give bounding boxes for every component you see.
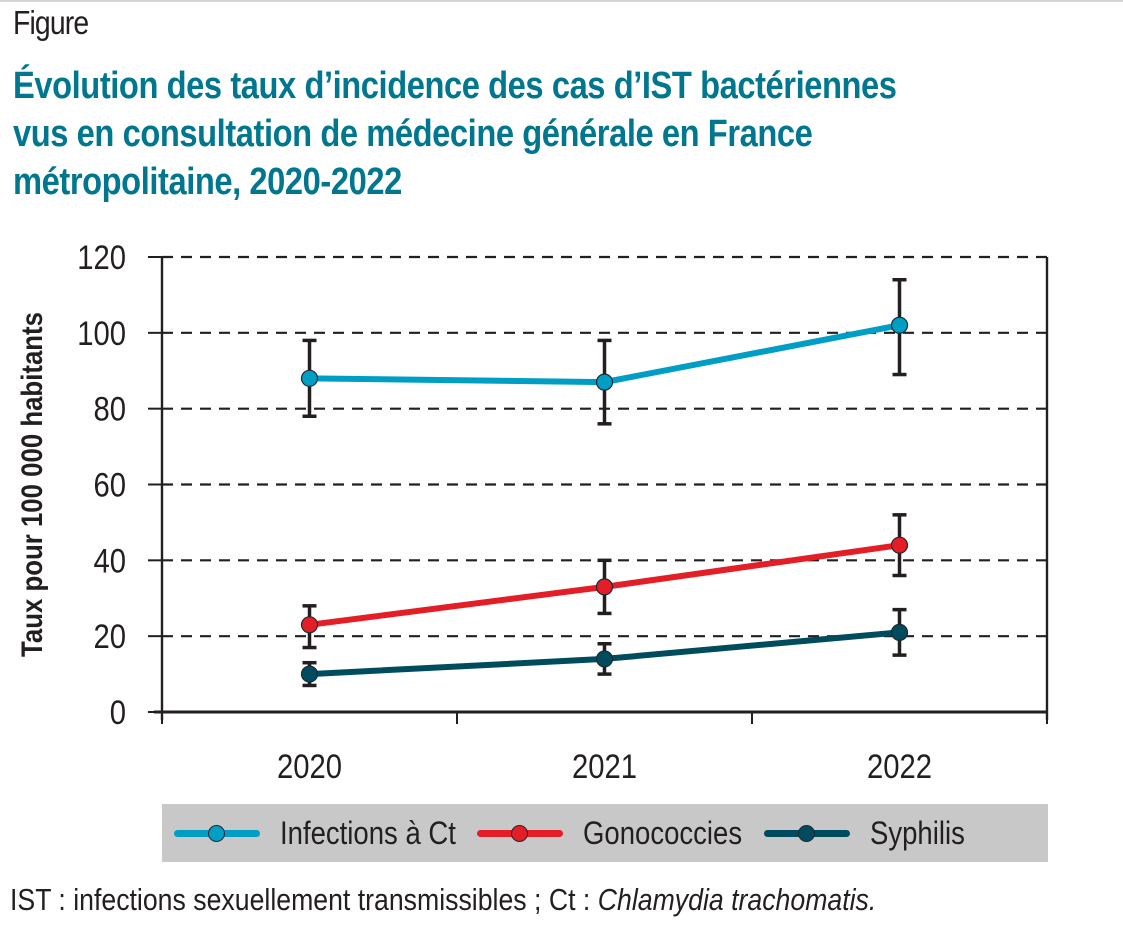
legend-swatch-gonococcies	[476, 820, 563, 846]
data-point	[890, 316, 909, 334]
y-tick-label: 0	[110, 693, 126, 732]
chart-title: Évolution des taux d’incidence des cas d…	[13, 62, 1002, 206]
data-point	[890, 536, 909, 554]
legend-swatch-syphilis	[763, 820, 850, 846]
data-point	[890, 623, 909, 641]
data-point	[300, 369, 319, 387]
y-tick-label: 60	[93, 465, 126, 504]
data-point	[595, 373, 614, 391]
circle-marker-icon	[797, 825, 815, 842]
chart-title-line-2: vus en consultation de médecine générale…	[13, 113, 813, 155]
series-group	[300, 278, 909, 688]
legend-label-ct: Infections à Ct	[280, 814, 456, 851]
data-point	[595, 578, 614, 596]
y-tick-labels: 0 20 40 60 80 100 120	[77, 238, 126, 732]
x-tick-labels: 2020 2021 2022	[277, 747, 932, 786]
circle-marker-icon	[510, 825, 528, 842]
axes	[148, 256, 1049, 724]
legend-swatch-ct	[174, 820, 260, 846]
circle-marker-icon	[208, 825, 225, 842]
legend-item-syphilis: Syphilis	[763, 814, 980, 852]
y-axis-title: Taux pour 100 000 habitants	[15, 312, 48, 657]
legend: Infections à Ct Gonococcies Syphilis	[162, 804, 1048, 862]
line-chart: 0 20 40 60 80 100 120 2020 2021 2022 Taux pour 1…	[15, 238, 1049, 786]
series-gonococcies	[300, 513, 909, 650]
data-point	[595, 650, 614, 668]
top-rule	[0, 0, 1123, 2]
footnote: IST : infections sexuellement transmissi…	[10, 882, 876, 918]
legend-label-syphilis: Syphilis	[869, 814, 965, 851]
series-syphilis	[300, 607, 909, 688]
y-tick-label: 20	[93, 617, 126, 656]
y-tick-label: 100	[77, 314, 126, 353]
chart-title-line-3: métropolitaine, 2020-2022	[13, 161, 402, 203]
x-tick-label: 2022	[867, 747, 932, 786]
chart-title-line-1: Évolution des taux d’incidence des cas d…	[13, 65, 897, 107]
legend-item-ct: Infections à Ct	[174, 815, 485, 852]
y-tick-label: 120	[77, 238, 126, 277]
y-tick-label: 40	[93, 541, 126, 580]
footnote-italic: Chlamydia trachomatis.	[597, 882, 877, 917]
footnote-text: IST : infections sexuellement transmissi…	[10, 882, 598, 917]
y-tick-label: 80	[93, 390, 126, 429]
legend-item-gonococcies: Gonococcies	[476, 814, 768, 852]
figure-label: Figure	[13, 4, 89, 41]
legend-label-gonococcies: Gonococcies	[582, 814, 742, 851]
x-tick-label: 2021	[572, 747, 637, 786]
series-infections-ct	[300, 278, 909, 426]
x-tick-label: 2020	[277, 747, 342, 786]
data-point	[300, 665, 319, 683]
data-point	[300, 616, 319, 634]
